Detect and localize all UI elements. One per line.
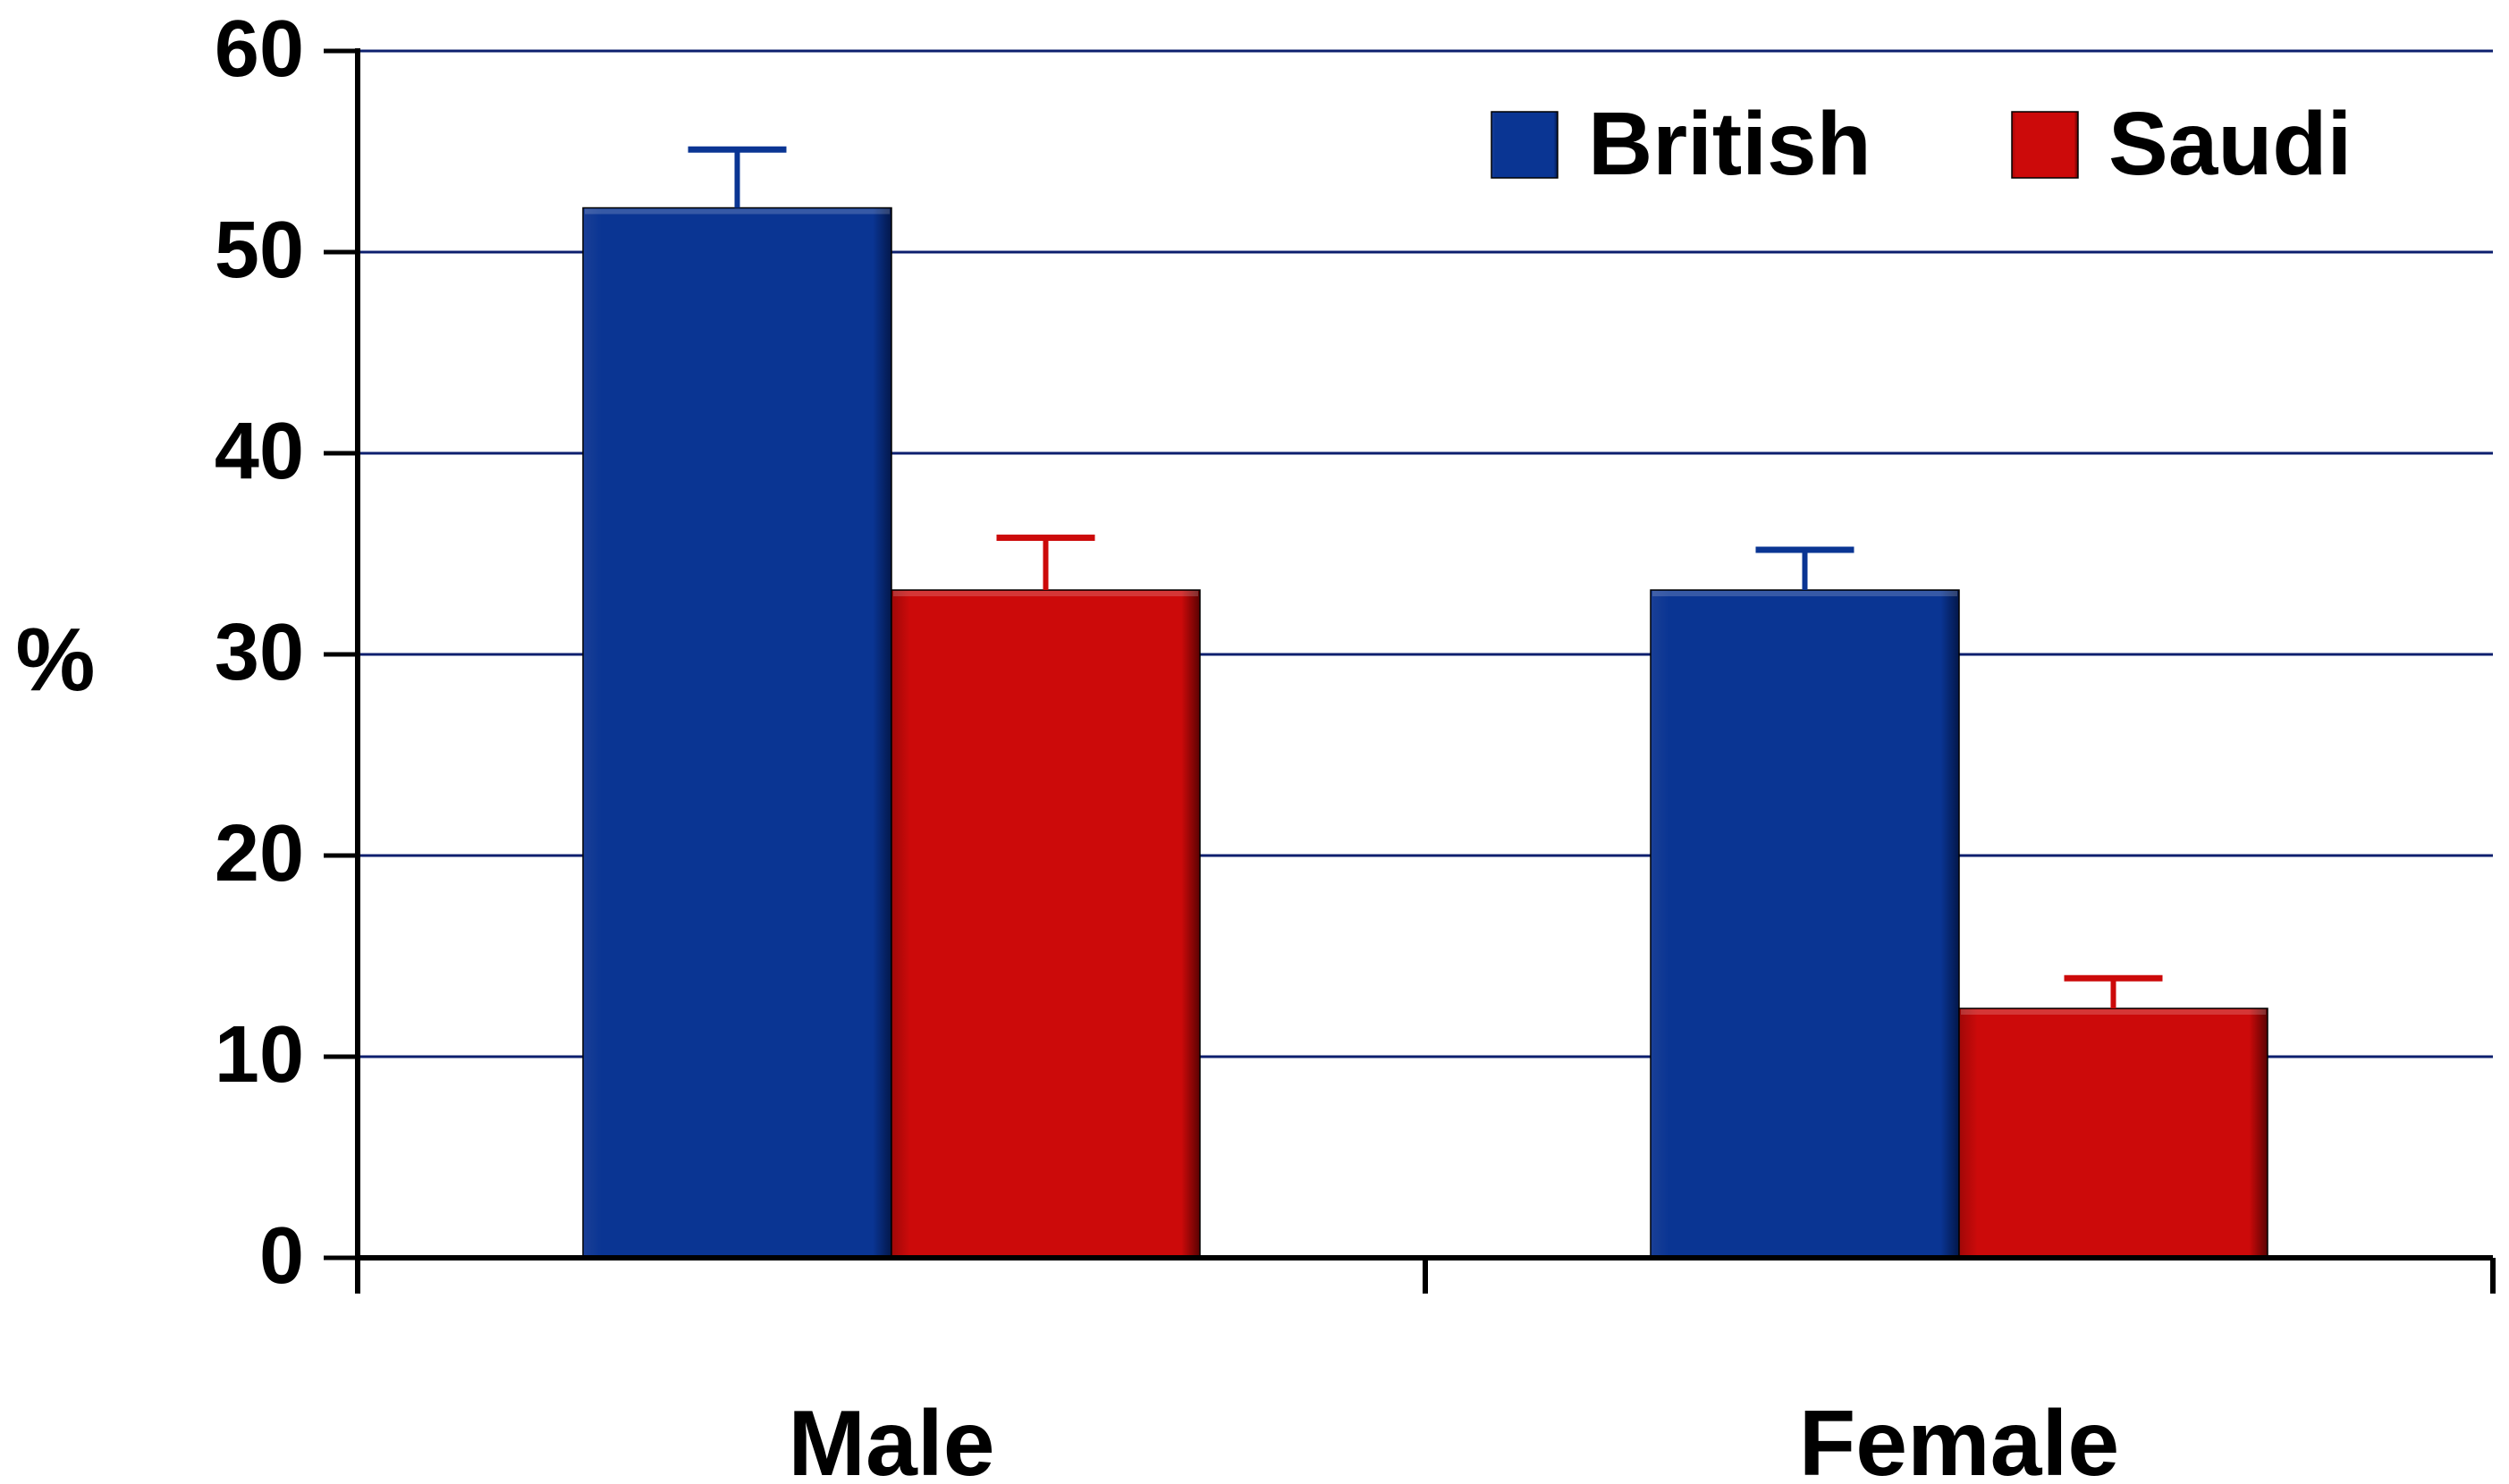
bar-highlight	[1961, 1009, 2266, 1015]
legend-swatch-saudi	[2011, 111, 2079, 179]
bar-highlight	[1652, 591, 1957, 596]
y-tick-label: 30	[215, 608, 304, 697]
bar-british-male	[582, 207, 892, 1259]
x-category-label: Female	[1799, 1392, 2119, 1484]
legend: British Saudi	[1491, 94, 2352, 194]
axis-labels: 0 10 20 30 40 50 60% Male Female	[16, 4, 2120, 1484]
bars	[582, 207, 2268, 1259]
legend-swatch-british	[1491, 111, 1559, 179]
error-bars	[688, 146, 2163, 1008]
axes	[324, 48, 2496, 1294]
bar-highlight	[893, 591, 1198, 596]
bar-saudi-male	[891, 589, 1201, 1259]
y-tick-label: 60	[215, 4, 304, 94]
x-category-label: Male	[788, 1392, 994, 1484]
y-axis-title: %	[16, 610, 96, 710]
bar-highlight	[585, 208, 890, 215]
y-tick-label: 50	[215, 206, 304, 295]
bar-british-female	[1650, 589, 1960, 1259]
y-tick-label: 40	[215, 407, 304, 496]
y-tick-label: 20	[215, 809, 304, 898]
y-tick-label: 0	[259, 1211, 304, 1301]
legend-label-british: British	[1588, 94, 1871, 194]
y-tick-label: 10	[215, 1010, 304, 1100]
bar-saudi-female	[1958, 1008, 2268, 1259]
legend-label-saudi: Saudi	[2108, 94, 2352, 194]
